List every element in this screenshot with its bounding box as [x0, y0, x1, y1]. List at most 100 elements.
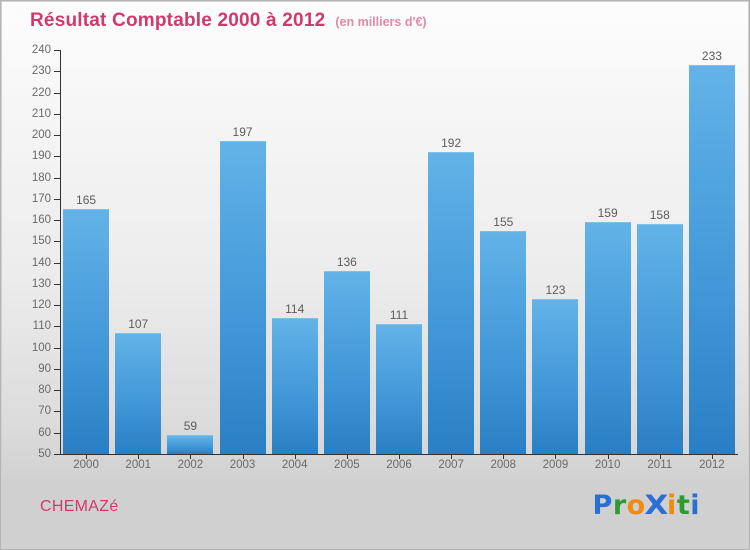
x-tick-mark: [190, 454, 192, 459]
y-tick-mark: [54, 347, 60, 349]
bar-value-label: 59: [183, 418, 198, 433]
bar-2009[interactable]: 123: [532, 283, 579, 454]
bar-2002[interactable]: 59: [167, 419, 214, 454]
y-tick-label: 90: [38, 362, 51, 375]
proxiti-logo[interactable]: ProXiti: [593, 490, 700, 521]
x-tick-mark: [711, 454, 713, 459]
bar-value-label: 111: [389, 308, 409, 323]
x-tick-label-2000: 2000: [73, 459, 99, 471]
y-tick-mark: [54, 283, 60, 285]
y-tick-label: 230: [31, 65, 51, 78]
bar-2005[interactable]: 136: [323, 255, 370, 454]
y-tick-label: 210: [31, 107, 51, 120]
x-tick-mark: [451, 454, 453, 459]
bar-value-label: 233: [701, 48, 722, 63]
bar-2007[interactable]: 192: [428, 136, 475, 454]
logo-letter-i-second: i: [690, 490, 700, 521]
bar-value-label: 165: [76, 193, 97, 208]
logo-letter-p: P: [592, 490, 613, 521]
bar-2004[interactable]: 114: [271, 302, 318, 454]
x-tick-mark: [294, 454, 296, 459]
bar-2000[interactable]: 165: [63, 193, 110, 454]
y-tick-label: 220: [31, 86, 51, 99]
y-tick-label: 180: [31, 171, 51, 184]
y-tick-mark: [54, 220, 60, 222]
y-tick-label: 50: [38, 448, 51, 460]
y-tick-mark: [54, 198, 60, 200]
x-tick-mark: [346, 454, 348, 459]
y-tick-label: 170: [31, 192, 51, 205]
x-tick-label-2006: 2006: [386, 459, 412, 471]
x-tick-label-2007: 2007: [438, 459, 464, 471]
bar-value-label: 155: [493, 214, 514, 229]
x-tick-label-2010: 2010: [594, 459, 621, 471]
bar-2010[interactable]: 159: [584, 206, 631, 454]
chart-card: Résultat Comptable 2000 à 2012 (en millie…: [2, 2, 748, 478]
footer-bar: CHEMAZé ProXiti: [2, 478, 748, 549]
y-tick-label: 200: [31, 129, 51, 142]
bar-2001[interactable]: 107: [115, 317, 162, 454]
bar-value-label: 123: [545, 282, 566, 297]
y-tick-mark: [54, 156, 60, 158]
bar-value-label: 107: [128, 316, 149, 331]
bar-2008[interactable]: 155: [480, 215, 527, 454]
x-tick-mark: [503, 454, 505, 459]
chart-subtitle: (en milliers d'€): [335, 15, 427, 29]
y-tick-label: 60: [38, 426, 51, 439]
x-tick-mark: [242, 454, 244, 459]
y-tick-mark: [54, 50, 60, 51]
y-tick-label: 100: [31, 341, 51, 354]
chart-header: Résultat Comptable 2000 à 2012 (en millie…: [30, 10, 427, 32]
y-tick-label: 70: [38, 405, 51, 418]
x-tick-label-2008: 2008: [490, 459, 517, 471]
y-tick-mark: [54, 177, 60, 179]
y-tick-label: 120: [31, 299, 51, 312]
bar-2011[interactable]: 158: [636, 208, 683, 454]
chart-title: Résultat Comptable 2000 à 2012: [30, 10, 326, 31]
y-tick-mark: [54, 454, 60, 455]
bar-value-label: 192: [441, 136, 462, 151]
x-tick-mark: [399, 454, 400, 459]
x-tick-label-2005: 2005: [334, 459, 360, 471]
bar-value-label: 114: [285, 301, 305, 316]
logo-letter-x: X: [644, 490, 669, 521]
x-tick-label-2001: 2001: [125, 459, 152, 471]
plot-area: 50 60 70 80 90 100 110 120 130 140 150 160 170 180 190…: [32, 44, 738, 471]
x-tick-mark: [555, 454, 557, 459]
y-tick-label: 160: [31, 214, 51, 227]
y-tick-mark: [54, 390, 60, 392]
y-tick-mark: [54, 411, 60, 413]
x-tick-label-2009: 2009: [542, 459, 569, 471]
y-tick-mark: [54, 71, 60, 73]
x-tick-label-2011: 2011: [647, 459, 673, 471]
commune-name: CHEMAZé: [40, 498, 119, 515]
x-tick-label-2012: 2012: [699, 459, 725, 471]
bar-2012[interactable]: 233: [688, 49, 735, 454]
y-tick-mark: [54, 92, 60, 94]
bar-2003[interactable]: 197: [219, 125, 266, 454]
y-tick-label: 140: [31, 256, 51, 269]
y-tick-label: 190: [31, 150, 51, 163]
y-tick-label: 110: [32, 320, 51, 333]
logo-letter-t: t: [676, 490, 691, 521]
y-tick-mark: [54, 305, 60, 307]
y-axis-line: [60, 50, 61, 455]
y-tick-mark: [54, 241, 60, 243]
y-tick-label: 80: [38, 384, 51, 397]
x-tick-mark: [138, 454, 140, 459]
y-tick-label: 130: [31, 277, 51, 290]
y-tick-mark: [54, 326, 60, 328]
y-tick-label: 240: [31, 44, 51, 56]
y-tick-label: 150: [31, 235, 51, 248]
bar-value-label: 158: [649, 208, 670, 223]
bar-2006[interactable]: 111: [376, 308, 422, 454]
y-tick-mark: [54, 113, 60, 115]
bar-value-label: 159: [597, 206, 618, 221]
y-tick-mark: [54, 432, 60, 434]
x-tick-mark: [86, 454, 88, 459]
y-tick-mark: [54, 262, 60, 264]
x-tick-mark: [659, 454, 661, 459]
plot-inner: 50 60 70 80 90 100 110 120 130 140 150 160 170 180 190…: [32, 44, 738, 471]
x-tick-label-2002: 2002: [177, 459, 204, 471]
